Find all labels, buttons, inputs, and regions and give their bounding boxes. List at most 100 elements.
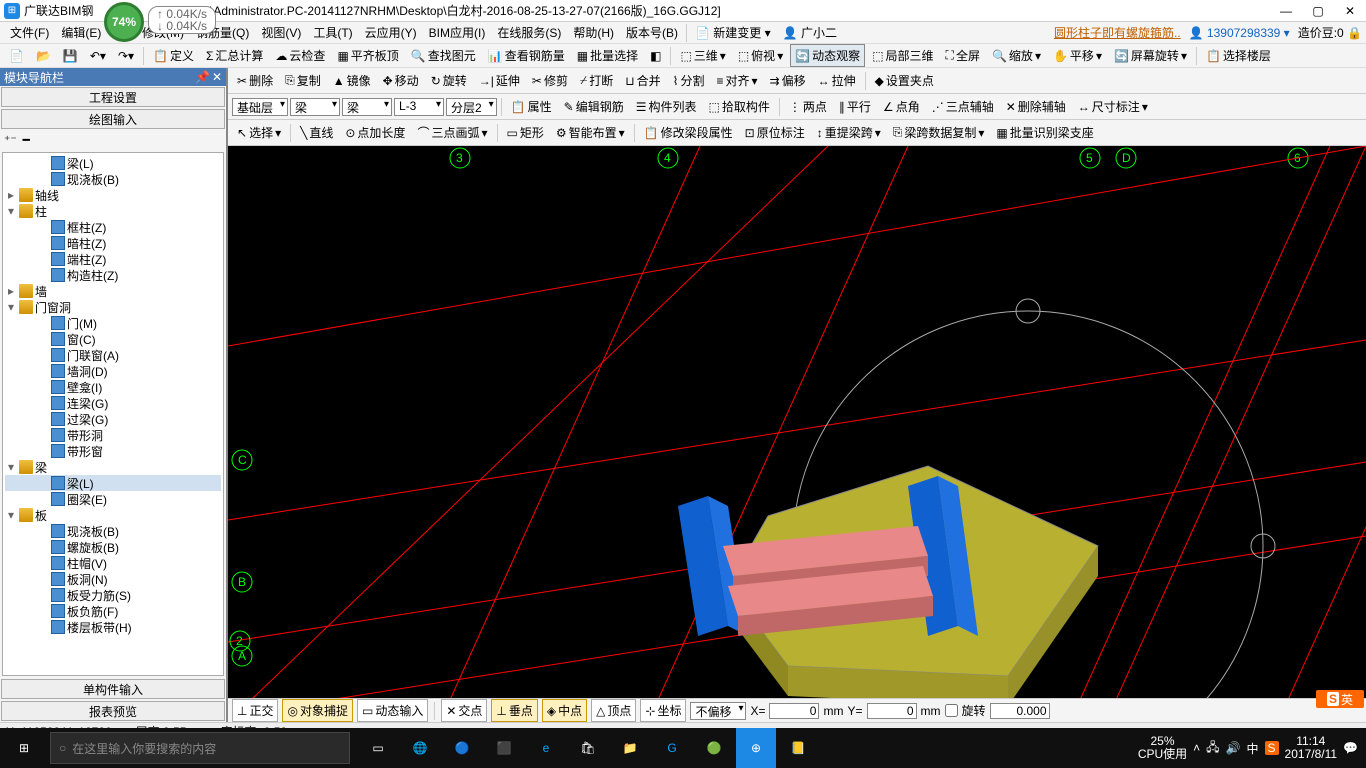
menu-item[interactable]: 编辑(E) [55,24,107,42]
local3d-button[interactable]: ⬚ 局部三维 [867,44,938,67]
user-phone[interactable]: 👤 13907298339 ▾ [1189,26,1290,40]
tree-item[interactable]: ▸墙 [5,283,221,299]
rotate-button[interactable]: ↻ 旋转 [426,69,472,92]
grip-button[interactable]: ◆ 设置夹点 [870,69,939,92]
taskbar-app-2[interactable]: 🔵 [442,728,482,768]
tree-item[interactable]: 壁龛(I) [5,379,221,395]
tree-item[interactable]: 柱帽(V) [5,555,221,571]
taskbar-app-3[interactable]: ⬛ [484,728,524,768]
align-button[interactable]: ≡ 对齐 ▾ [711,69,762,92]
tree-item[interactable]: 现浇板(B) [5,171,221,187]
tray-up-icon[interactable]: ˄ [1193,741,1200,755]
tray-net-icon[interactable]: 🖧 [1206,738,1219,759]
menu-item[interactable]: 在线服务(S) [491,24,567,42]
mid-toggle[interactable]: ◈ 中点 [542,699,587,722]
screen-rotate-button[interactable]: 🔄 屏幕旋转 ▾ [1109,44,1192,67]
tree-item[interactable]: 螺旋板(B) [5,539,221,555]
taskbar-app-4[interactable]: G [652,728,692,768]
tree-item[interactable]: 梁(L) [5,155,221,171]
clock[interactable]: 11:142017/8/11 [1285,735,1338,761]
sum-button[interactable]: Σ 汇总计算 [201,44,268,67]
osnap-toggle[interactable]: ◎ 对象捕捉 [282,699,353,722]
define-button[interactable]: 📋 定义 [148,44,199,67]
name-dropdown[interactable]: L-3 [394,98,444,116]
tree-item[interactable]: 窗(C) [5,331,221,347]
tree-item[interactable]: 梁(L) [5,475,221,491]
open-button[interactable]: 📂 [31,46,56,66]
flat-button[interactable]: ▦ 平齐板顶 [332,44,403,67]
taskbar-app-5[interactable]: 🟢 [694,728,734,768]
batch-select-button[interactable]: ▦ 批量选择 [572,44,643,67]
tab-single-input[interactable]: 单构件输入 [1,679,225,699]
edit-rebar-button[interactable]: ✎ 编辑钢筋 [559,95,629,118]
toggle-button[interactable]: ◧ [645,46,666,66]
tree-item[interactable]: ▾板 [5,507,221,523]
top-toggle[interactable]: △ 顶点 [591,699,636,722]
copy-button[interactable]: ⎘ 复制 [280,69,326,92]
y-input[interactable] [867,703,917,719]
tab-report[interactable]: 报表预览 [1,701,225,721]
menu-item[interactable]: 视图(V) [255,24,307,42]
copy-span-button[interactable]: ⎘ 梁跨数据复制 ▾ [888,121,990,144]
line-button[interactable]: ╲ 直线 [295,121,338,144]
cloud-check-button[interactable]: ☁ 云检查 [270,44,330,67]
sidebar-close-icon[interactable]: ✕ [212,70,222,84]
3d-viewport[interactable]: ABC345D62 [228,146,1366,698]
merge-button[interactable]: ⊔ 合并 [620,69,665,92]
cross-toggle[interactable]: ✕ 交点 [441,699,487,722]
type-dropdown[interactable]: 梁 [342,98,392,116]
offset-dropdown[interactable]: 不偏移 [690,702,746,720]
orig-dim-button[interactable]: ⊡ 原位标注 [740,121,810,144]
pan-button[interactable]: ✋ 平移 ▾ [1048,44,1107,67]
tray-ime-icon[interactable]: 中 [1247,740,1259,757]
orbit-button[interactable]: 🔄 动态观察 [790,44,865,67]
dim-button[interactable]: ↔ 尺寸标注 ▾ [1073,95,1153,118]
attr-button[interactable]: 📋 属性 [506,95,557,118]
trim-button[interactable]: ✂ 修剪 [527,69,573,92]
mirror-button[interactable]: ▲ 镜像 [328,69,376,92]
tab-draw-input[interactable]: 绘图输入 [1,109,225,129]
tree-item[interactable]: 过梁(G) [5,411,221,427]
angle-button[interactable]: ∠ 点角 [878,95,925,118]
menu-item[interactable]: 文件(F) [4,24,55,42]
help-link[interactable]: 圆形柱子即有螺旋箍筋.. [1054,24,1181,41]
smart-button[interactable]: ⚙ 智能布置 ▾ [551,121,630,144]
rect-button[interactable]: ▭ 矩形 [502,121,549,144]
taskbar-app-6[interactable]: ⊕ [736,728,776,768]
stretch-button[interactable]: ↔ 拉伸 [813,69,861,92]
view-rebar-button[interactable]: 📊 查看钢筋量 [483,44,570,67]
floor-dropdown[interactable]: 基础层 [232,98,288,116]
select-button[interactable]: ↖ 选择 ▾ [232,121,286,144]
collapse-all-icon[interactable]: ━ [23,133,30,147]
layer-dropdown[interactable]: 分层2 [446,98,497,116]
menu-item[interactable]: BIM应用(I) [423,24,492,42]
offset-button[interactable]: ⇉ 偏移 [765,69,811,92]
del-aux-button[interactable]: ✕ 删除辅轴 [1001,95,1071,118]
taskbar-store[interactable]: 🛍 [568,728,608,768]
tree-item[interactable]: 框柱(Z) [5,219,221,235]
search-box[interactable]: ○ 在这里输入你要搜索的内容 [50,732,350,764]
tree-item[interactable]: ▸轴线 [5,187,221,203]
x-input[interactable] [769,703,819,719]
tree-item[interactable]: 连梁(G) [5,395,221,411]
taskbar-edge[interactable]: e [526,728,566,768]
dyn-input-toggle[interactable]: ▭ 动态输入 [357,699,428,722]
tree-item[interactable]: 楼层板带(H) [5,619,221,635]
extend-button[interactable]: →| 延伸 [474,69,525,92]
tree-item[interactable]: 圈梁(E) [5,491,221,507]
relift-button[interactable]: ↕ 重提梁跨 ▾ [812,121,886,144]
zoom-button[interactable]: 🔍 缩放 ▾ [987,44,1046,67]
mod-seg-button[interactable]: 📋 修改梁段属性 [639,121,738,144]
tree-item[interactable]: 板受力筋(S) [5,587,221,603]
taskbar-explorer[interactable]: 📁 [610,728,650,768]
delete-button[interactable]: ✂ 删除 [232,69,278,92]
tree-item[interactable]: 板洞(N) [5,571,221,587]
menu-item[interactable]: 帮助(H) [567,24,620,42]
category-dropdown[interactable]: 梁 [290,98,340,116]
list-button[interactable]: ☰ 构件列表 [631,95,702,118]
tree-item[interactable]: 墙洞(D) [5,363,221,379]
menu-item[interactable]: 工具(T) [307,24,358,42]
move-button[interactable]: ✥ 移动 [378,69,424,92]
find-button[interactable]: 🔍 查找图元 [406,44,481,67]
rotate-checkbox[interactable] [945,704,958,717]
